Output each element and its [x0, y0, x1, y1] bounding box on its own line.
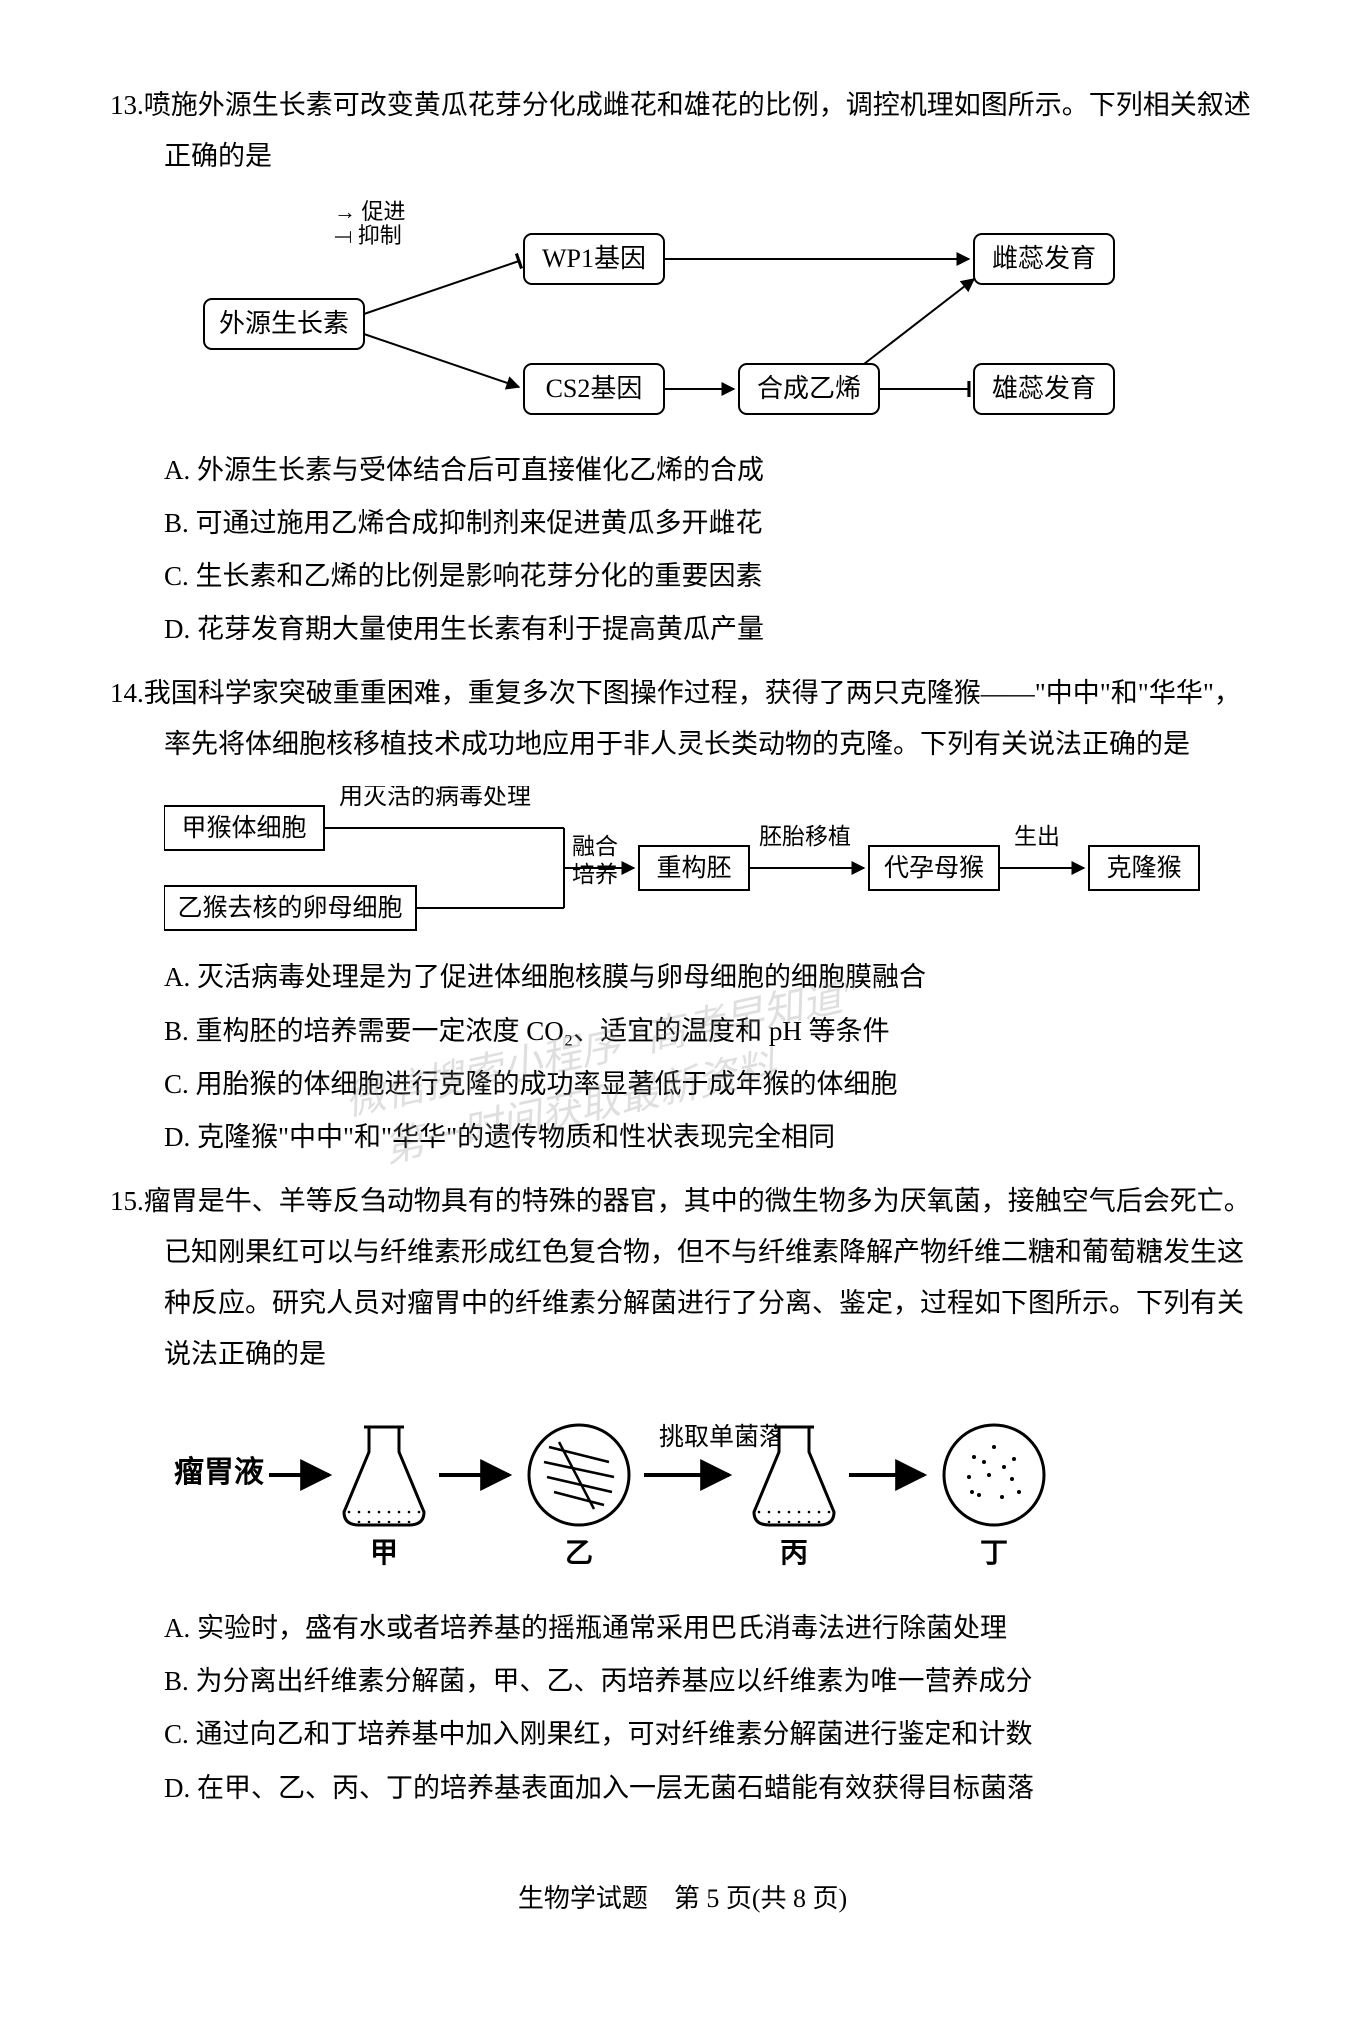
node-cs2: CS2基因 — [524, 364, 664, 414]
q15-optB: B. 为分离出纤维素分解菌，甲、乙、丙培养基应以纤维素为唯一营养成分 — [110, 1656, 1255, 1707]
node-female: 雌蕊发育 — [974, 234, 1114, 284]
label-rumen: 瘤胃液 — [174, 1456, 264, 1489]
q13-diagram: → 促进 ⟞ 抑制 外源生长素 WP1基因 CS2基因 合成乙烯 雌蕊发育 — [110, 199, 1255, 429]
label-fuse: 融合 — [572, 834, 618, 859]
q15-optA: A. 实验时，盛有水或者培养基的摇瓶通常采用巴氏消毒法进行除菌处理 — [110, 1603, 1255, 1654]
svg-text:WP1基因: WP1基因 — [542, 244, 646, 273]
svg-text:雄蕊发育: 雄蕊发育 — [992, 374, 1096, 403]
label-birth: 生出 — [1014, 824, 1060, 849]
q13-optC: C. 生长素和乙烯的比例是影响花芽分化的重要因素 — [110, 551, 1255, 602]
svg-text:重构胚: 重构胚 — [656, 854, 731, 882]
label-culture: 培养 — [572, 862, 618, 887]
svg-text:乙: 乙 — [565, 1538, 593, 1569]
q15-optC: C. 通过向乙和丁培养基中加入刚果红，可对纤维素分解菌进行鉴定和计数 — [110, 1709, 1255, 1760]
q13-diagram-svg: → 促进 ⟞ 抑制 外源生长素 WP1基因 CS2基因 合成乙烯 雌蕊发育 — [164, 199, 1164, 429]
q15-diagram: 瘤胃液 甲 乙 — [110, 1397, 1255, 1587]
q14-diagram-svg: 甲猴体细胞 乙猴去核的卵母细胞 用灭活的病毒处理 融合 培养 重构胚 胚胎 — [164, 786, 1214, 936]
label-virus: 用灭活的病毒处理 — [339, 786, 531, 810]
q15-number: 15. — [110, 1186, 144, 1216]
edge-eth-female — [864, 279, 974, 364]
node-auxin: 外源生长素 — [204, 299, 364, 349]
label-transplant: 胚胎移植 — [759, 824, 851, 849]
q14-optA: A. 灭活病毒处理是为了促进体细胞核膜与卵母细胞的细胞膜融合 — [110, 952, 1255, 1003]
node-embryo: 重构胚 — [639, 846, 749, 890]
node-monkey-a: 甲猴体细胞 — [164, 806, 324, 850]
node-wp1: WP1基因 — [524, 234, 664, 284]
legend-promote: → 促进 — [334, 199, 406, 224]
q13-stem-text: 喷施外源生长素可改变黄瓜花芽分化成雌花和雄花的比例，调控机理如图所示。下列相关叙… — [144, 90, 1251, 171]
svg-text:雌蕊发育: 雌蕊发育 — [992, 244, 1096, 273]
q14-optC: C. 用胎猴的体细胞进行克隆的成功率显著低于成年猴的体细胞 — [110, 1059, 1255, 1110]
svg-text:代孕母猴: 代孕母猴 — [884, 854, 984, 882]
node-monkey-b-egg: 乙猴去核的卵母细胞 — [164, 886, 416, 930]
flask-jia: 甲 — [344, 1427, 424, 1569]
q13-number: 13. — [110, 90, 144, 120]
node-clone: 克隆猴 — [1089, 846, 1199, 890]
question-13: 13.喷施外源生长素可改变黄瓜花芽分化成雌花和雄花的比例，调控机理如图所示。下列… — [110, 80, 1255, 656]
edge-auxin-wp1 — [364, 261, 519, 314]
label-pick: 挑取单菌落 — [659, 1423, 784, 1451]
question-15: 15.瘤胃是牛、羊等反刍动物具有的特殊的器官，其中的微生物多为厌氧菌，接触空气后… — [110, 1176, 1255, 1814]
svg-text:乙猴去核的卵母细胞: 乙猴去核的卵母细胞 — [177, 894, 402, 922]
svg-text:CS2基因: CS2基因 — [546, 374, 643, 403]
svg-text:甲: 甲 — [370, 1538, 398, 1569]
plate-yi: 乙 — [529, 1425, 629, 1569]
svg-text:丁: 丁 — [980, 1538, 1008, 1569]
q14-diagram: 甲猴体细胞 乙猴去核的卵母细胞 用灭活的病毒处理 融合 培养 重构胚 胚胎 — [110, 786, 1255, 936]
q13-optB: B. 可通过施用乙烯合成抑制剂来促进黄瓜多开雌花 — [110, 498, 1255, 549]
q14-stem: 14.我国科学家突破重重困难，重复多次下图操作过程，获得了两只克隆猴——"中中"… — [110, 668, 1255, 771]
q15-optD: D. 在甲、乙、丙、丁的培养基表面加入一层无菌石蜡能有效获得目标菌落 — [110, 1763, 1255, 1814]
node-male: 雄蕊发育 — [974, 364, 1114, 414]
q13-optA: A. 外源生长素与受体结合后可直接催化乙烯的合成 — [110, 445, 1255, 496]
q15-stem-text: 瘤胃是牛、羊等反刍动物具有的特殊的器官，其中的微生物多为厌氧菌，接触空气后会死亡… — [144, 1186, 1251, 1370]
q14-optD: D. 克隆猴"中中"和"华华"的遗传物质和性状表现完全相同 — [110, 1112, 1255, 1163]
page-footer: 生物学试题 第 5 页(共 8 页) — [110, 1874, 1255, 1923]
plate-ding: 丁 — [944, 1425, 1044, 1569]
node-ethylene: 合成乙烯 — [739, 364, 879, 414]
q13-optD: D. 花芽发育期大量使用生长素有利于提高黄瓜产量 — [110, 604, 1255, 655]
svg-text:克隆猴: 克隆猴 — [1106, 854, 1181, 882]
question-14: 14.我国科学家突破重重困难，重复多次下图操作过程，获得了两只克隆猴——"中中"… — [110, 668, 1255, 1164]
node-surrogate: 代孕母猴 — [869, 846, 999, 890]
svg-text:外源生长素: 外源生长素 — [219, 309, 349, 338]
svg-text:合成乙烯: 合成乙烯 — [757, 374, 861, 403]
q13-stem: 13.喷施外源生长素可改变黄瓜花芽分化成雌花和雄花的比例，调控机理如图所示。下列… — [110, 80, 1255, 183]
svg-text:丙: 丙 — [780, 1538, 808, 1569]
q14-number: 14. — [110, 678, 144, 708]
q15-stem: 15.瘤胃是牛、羊等反刍动物具有的特殊的器官，其中的微生物多为厌氧菌，接触空气后… — [110, 1176, 1255, 1381]
q14-optB: B. 重构胚的培养需要一定浓度 CO₂、适宜的温度和 pH 等条件 — [110, 1006, 1255, 1057]
q15-diagram-svg: 瘤胃液 甲 乙 — [164, 1397, 1164, 1587]
q14-stem-text: 我国科学家突破重重困难，重复多次下图操作过程，获得了两只克隆猴——"中中"和"华… — [144, 678, 1241, 759]
legend-inhibit: ⟞ 抑制 — [334, 223, 402, 248]
edge-auxin-cs2 — [364, 334, 519, 387]
svg-text:甲猴体细胞: 甲猴体细胞 — [181, 814, 306, 842]
